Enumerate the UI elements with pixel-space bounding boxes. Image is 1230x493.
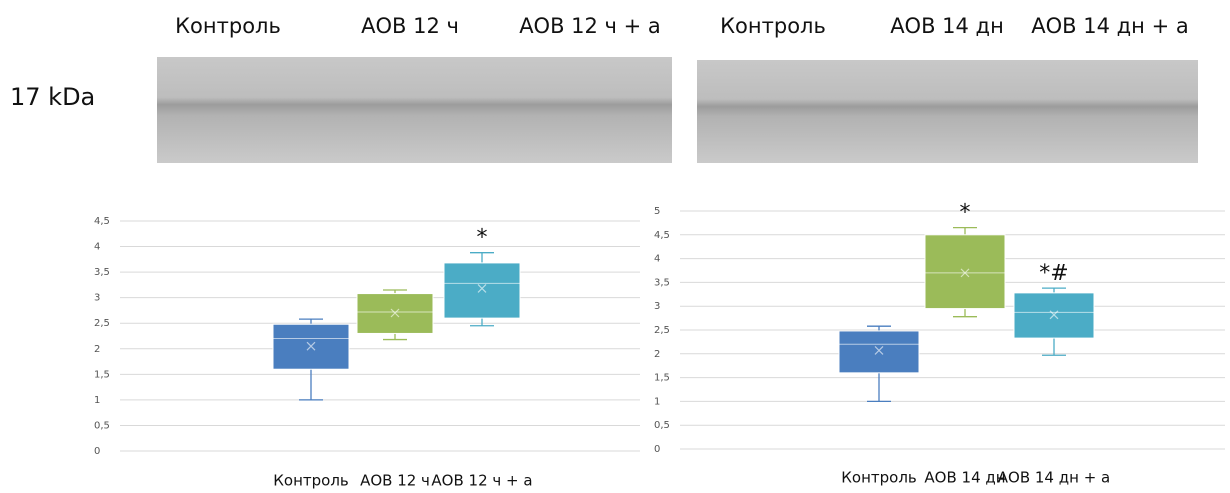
y-tick-label: 2	[654, 349, 660, 360]
y-tick-label: 1,5	[94, 369, 110, 380]
y-tick-label: 3	[94, 293, 100, 304]
box	[444, 263, 520, 318]
annotation: *	[960, 201, 971, 226]
lane-label: АОВ 14 дн	[890, 14, 1004, 38]
lane-label: Контроль	[175, 14, 281, 38]
marker-label: 17 kDa	[10, 83, 95, 111]
x-tick-label: Контроль	[273, 472, 349, 490]
x-tick-label: АОВ 12 ч + а	[431, 472, 532, 490]
y-tick-label: 4,5	[94, 216, 110, 227]
y-tick-label: 4	[94, 242, 100, 253]
x-tick-label: АОВ 14 дн	[924, 469, 1005, 487]
figure: 17 kDa КонтрольАОВ 12 чАОВ 12 ч + аКонтр…	[0, 0, 1230, 493]
y-tick-label: 5	[654, 206, 660, 217]
y-tick-label: 1	[94, 395, 100, 406]
y-tick-label: 1	[654, 396, 660, 407]
y-tick-label: 3,5	[654, 277, 670, 288]
lane-label: АОВ 12 ч + а	[519, 14, 661, 38]
y-tick-label: 4,5	[654, 230, 670, 241]
blot-image	[697, 60, 1198, 163]
y-tick-label: 0,5	[654, 420, 670, 431]
y-tick-label: 4	[654, 254, 660, 265]
annotation: *#	[1039, 261, 1068, 286]
blot-image	[157, 57, 672, 163]
y-tick-label: 2	[94, 344, 100, 355]
box	[925, 235, 1005, 309]
x-tick-label: АОВ 14 дн + а	[998, 469, 1110, 487]
y-tick-label: 3	[654, 301, 660, 312]
lane-label: Контроль	[720, 14, 826, 38]
x-tick-label: Контроль	[841, 469, 917, 487]
y-tick-label: 0	[94, 446, 100, 457]
y-tick-label: 0	[654, 444, 660, 455]
lane-label: АОВ 14 дн + а	[1031, 14, 1188, 38]
y-tick-label: 2,5	[654, 325, 670, 336]
y-tick-label: 0,5	[94, 420, 110, 431]
lane-label: АОВ 12 ч	[361, 14, 459, 38]
box	[839, 331, 919, 373]
y-tick-label: 3,5	[94, 267, 110, 278]
annotation: *	[477, 226, 488, 251]
y-tick-label: 2,5	[94, 318, 110, 329]
y-tick-label: 1,5	[654, 373, 670, 384]
x-tick-label: АОВ 12 ч	[360, 472, 430, 490]
